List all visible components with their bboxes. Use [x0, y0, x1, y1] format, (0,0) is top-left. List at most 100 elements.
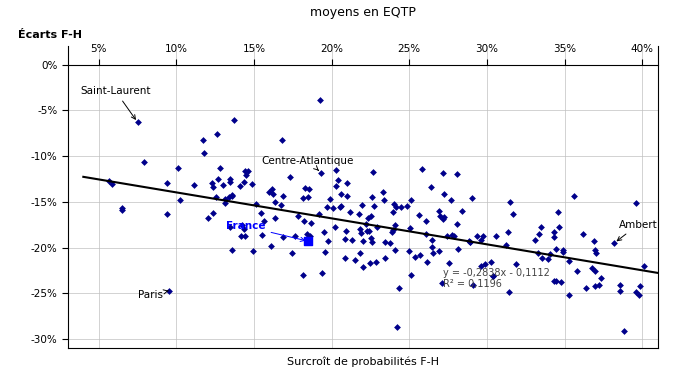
Point: [479, 261, 490, 267]
Point: [293, 213, 304, 219]
Point: [344, 209, 355, 215]
Point: [256, 210, 266, 216]
Point: [367, 169, 378, 175]
Point: [388, 201, 399, 207]
Point: [508, 211, 519, 217]
Point: [303, 238, 314, 244]
Point: [363, 228, 374, 234]
Point: [362, 215, 373, 221]
Point: [389, 222, 400, 228]
Point: [315, 97, 326, 103]
Point: [340, 255, 351, 261]
Point: [452, 221, 462, 228]
Text: Écarts F-H: Écarts F-H: [18, 31, 81, 40]
Point: [591, 250, 601, 256]
Point: [426, 184, 437, 190]
Point: [277, 234, 288, 240]
Point: [504, 199, 515, 205]
Point: [449, 233, 460, 239]
Point: [132, 119, 143, 125]
Point: [197, 137, 208, 143]
Point: [475, 237, 486, 243]
Point: [441, 233, 452, 239]
Point: [555, 279, 566, 285]
Point: [259, 217, 270, 224]
Point: [224, 180, 235, 186]
Point: [225, 175, 236, 182]
Point: [503, 289, 514, 295]
Point: [422, 259, 433, 265]
Text: France: France: [226, 221, 304, 241]
Point: [320, 249, 331, 255]
Point: [633, 292, 644, 298]
Point: [341, 180, 352, 186]
Point: [173, 164, 184, 171]
Point: [257, 232, 268, 238]
X-axis label: Surcroît de probabilités F-H: Surcroît de probabilités F-H: [287, 357, 439, 367]
Point: [435, 213, 445, 219]
Point: [596, 275, 607, 281]
Point: [533, 250, 544, 257]
Title: moyens en EQTP: moyens en EQTP: [310, 6, 416, 19]
Point: [445, 197, 456, 203]
Point: [426, 236, 437, 243]
Point: [323, 238, 334, 244]
Point: [203, 215, 214, 221]
Point: [378, 197, 389, 203]
Point: [276, 202, 287, 208]
Point: [391, 324, 402, 330]
Point: [298, 195, 308, 202]
Point: [475, 264, 486, 270]
Point: [188, 182, 199, 188]
Point: [403, 248, 414, 254]
Point: [264, 189, 275, 195]
Point: [385, 240, 396, 246]
Point: [614, 288, 625, 294]
Point: [549, 229, 559, 235]
Point: [457, 208, 468, 214]
Point: [472, 233, 483, 239]
Point: [390, 247, 401, 253]
Point: [269, 199, 280, 205]
Point: [635, 283, 645, 289]
Point: [270, 216, 281, 222]
Point: [300, 185, 311, 191]
Point: [349, 257, 360, 263]
Point: [402, 203, 413, 209]
Point: [368, 203, 379, 209]
Point: [550, 246, 561, 252]
Point: [278, 193, 289, 199]
Point: [240, 233, 251, 239]
Point: [563, 291, 574, 298]
Point: [266, 186, 277, 192]
Point: [277, 137, 287, 143]
Point: [331, 183, 342, 189]
Point: [439, 191, 450, 197]
Point: [207, 210, 218, 216]
Point: [234, 183, 245, 189]
Point: [379, 239, 390, 245]
Point: [549, 277, 559, 284]
Point: [206, 180, 217, 186]
Point: [357, 238, 368, 245]
Point: [226, 247, 237, 253]
Point: [580, 285, 591, 291]
Point: [220, 196, 231, 202]
Point: [443, 260, 454, 266]
Point: [226, 193, 237, 199]
Point: [241, 172, 252, 178]
Point: [223, 194, 234, 200]
Point: [464, 238, 475, 244]
Point: [217, 182, 228, 188]
Point: [330, 167, 341, 173]
Point: [618, 328, 629, 334]
Text: Ambert: Ambert: [617, 219, 658, 241]
Point: [377, 189, 388, 195]
Text: Paris: Paris: [138, 290, 168, 300]
Point: [590, 268, 601, 274]
Point: [551, 277, 561, 284]
Point: [405, 225, 416, 231]
Point: [609, 240, 620, 246]
Point: [346, 237, 357, 243]
Point: [355, 226, 365, 233]
